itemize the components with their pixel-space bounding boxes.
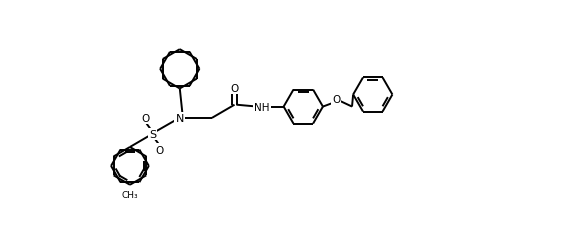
Text: O: O [332,95,340,105]
Text: NH: NH [254,102,270,112]
Text: O: O [142,114,150,123]
Text: S: S [149,129,156,139]
Text: O: O [230,83,239,93]
Text: O: O [155,145,164,155]
Text: N: N [175,114,184,123]
Text: CH₃: CH₃ [121,191,138,200]
